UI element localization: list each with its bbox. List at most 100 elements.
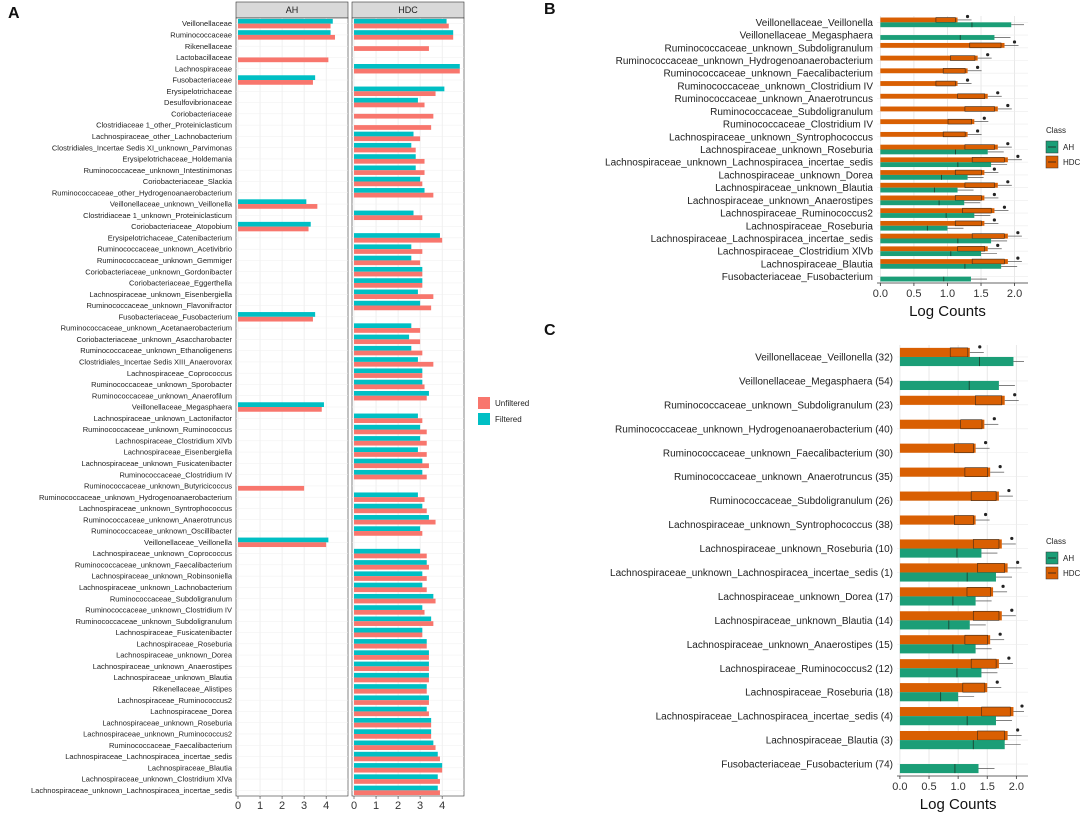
bar-unfiltered-hdc: [354, 395, 427, 401]
y-tick-label: Lachnospiraceae_unknown_Anaerostipes: [93, 662, 233, 671]
x-tick-label: 1: [257, 800, 263, 812]
y-tick-label: Clostridiaceae 1_unknown_Proteiniclastic…: [83, 211, 232, 220]
outlier-point: [995, 680, 999, 684]
bar-hdc: [880, 55, 978, 61]
bar-hdc: [899, 443, 976, 453]
bar-ah: [899, 548, 982, 558]
box-hdc: [964, 106, 995, 112]
bar-hdc: [880, 119, 975, 125]
bar-ah: [880, 276, 971, 282]
box-hdc: [981, 706, 1011, 717]
outlier-point: [1016, 256, 1020, 260]
bar-filtered-hdc: [354, 357, 418, 362]
bar-filtered-hdc: [354, 64, 460, 69]
y-tick-label: Ruminococcaceae_unknown_Acetanaerobacter…: [61, 324, 232, 333]
y-tick-label: Erysipelotrichaceae_Holdemania: [122, 155, 232, 164]
y-tick-label: Ruminococcaceae_unknown_Anaerotruncus: [83, 515, 232, 524]
outlier-point: [1013, 393, 1017, 397]
box-hdc: [964, 467, 988, 477]
bar-ah: [880, 162, 992, 168]
y-tick-label: Lachnospiraceae_Ruminococcus2: [720, 209, 873, 220]
y-tick-label: Erysipelotrichaceae_Catenibacterium: [108, 233, 232, 242]
y-tick-label: Fusobacteriaceae_Fusobacterium (74): [721, 760, 893, 771]
bar-filtered-hdc: [354, 774, 438, 780]
bar-hdc: [899, 563, 1008, 573]
outlier-point: [992, 167, 996, 171]
bar-hdc: [899, 587, 994, 597]
outlier-point: [1007, 488, 1011, 493]
bar-unfiltered-hdc: [354, 452, 427, 457]
legend-swatch-unfiltered: [478, 397, 490, 409]
bar-unfiltered-hdc: [354, 125, 432, 130]
bar-filtered-ah: [238, 30, 331, 35]
bar-ah: [899, 596, 976, 606]
y-tick-label: Lachnospiraceae_unknown_Syntrophococcus: [79, 504, 232, 513]
y-tick-label: Lachnospiraceae_Blautia: [148, 763, 233, 772]
x-tick-label: 0.5: [906, 288, 921, 300]
bar-filtered-hdc: [354, 560, 427, 565]
bar-unfiltered-hdc: [354, 34, 454, 40]
bar-filtered-hdc: [354, 526, 421, 532]
bar-filtered-hdc: [354, 650, 429, 656]
bar-unfiltered-ah: [238, 57, 329, 63]
bar-unfiltered-hdc: [354, 46, 429, 51]
bar-filtered-hdc: [354, 154, 416, 159]
bar-filtered-hdc: [354, 97, 418, 103]
bar-filtered-hdc: [354, 616, 432, 622]
bar-hdc: [899, 659, 999, 669]
bar-ah: [880, 263, 1002, 269]
bar-ah: [899, 692, 959, 702]
legend-label-hdc: HDC: [1063, 158, 1081, 167]
bar-unfiltered-hdc: [354, 767, 443, 773]
legend-label-ah: AH: [1063, 554, 1074, 563]
y-tick-label: Ruminococcaceae: [170, 31, 232, 40]
outlier-point: [1016, 231, 1020, 235]
bar-unfiltered-hdc: [354, 294, 434, 299]
bar-filtered-hdc: [354, 582, 423, 588]
bar-unfiltered-hdc: [354, 361, 434, 367]
y-tick-label: Coriobacteriaceae_unknown_Asaccharobacte…: [76, 335, 232, 344]
panel-a: AH 0 1 2 3 4 HDC 0 1 2 3 4 Veillonellaceae Ruminococc…: [31, 1, 529, 812]
y-tick-label: Lachnospiraceae_Roseburia (18): [745, 688, 893, 699]
y-tick-label: Ruminococcaceae_unknown_Acetivibrio: [97, 245, 232, 254]
bar-filtered-hdc: [354, 695, 429, 701]
y-tick-label: Ruminococcaceae_unknown_Ruminococcus: [83, 425, 232, 434]
legend-title: Class: [1046, 126, 1066, 135]
bar-ah: [880, 35, 995, 40]
box-hdc: [970, 491, 997, 501]
y-tick-label: Lachnospiraceae_unknown_Roseburia: [700, 145, 873, 156]
box-hdc: [954, 443, 974, 454]
bar-unfiltered-hdc: [354, 733, 432, 739]
legend-label-unfiltered: Unfiltered: [495, 399, 529, 408]
y-tick-label: Lachnospiraceae_unknown_Anaerostipes (15…: [687, 640, 893, 651]
y-tick-label: Ruminococcaceae_unknown_Gemmiger: [97, 256, 233, 265]
y-tick-label: Fusobacteriaceae_Fusobacterium: [722, 272, 873, 283]
box-hdc: [935, 80, 956, 87]
y-tick-label: Veillonellaceae_Megasphaera: [740, 31, 874, 42]
bar-unfiltered-ah: [238, 407, 322, 412]
y-tick-label: Lachnospiraceae_unknown_Coprococcus: [93, 549, 233, 558]
bar-filtered-hdc: [354, 469, 423, 475]
y-tick-label: Lachnospiraceae_unknown_Lactonifactor: [94, 414, 233, 423]
y-tick-label: Clostridiales_Incertae Sedis XIII_Anaero…: [79, 357, 232, 366]
bar-filtered-ah: [238, 18, 333, 24]
y-tick-label: Veillonellaceae: [182, 19, 232, 28]
bar-hdc: [880, 17, 958, 23]
y-tick-label: Lachnospiraceae_Blautia: [761, 259, 874, 270]
bar-unfiltered-hdc: [354, 237, 443, 243]
bar-hdc: [880, 131, 968, 137]
y-tick-label: Ruminococcaceae_other_Hydrogenoanaerobac…: [52, 188, 232, 197]
y-tick-label: Ruminococcaceae_unknown_Anaerotruncus: [675, 94, 873, 105]
bar-unfiltered-hdc: [354, 722, 432, 728]
bar-unfiltered-hdc: [354, 91, 436, 97]
bar-filtered-hdc: [354, 571, 423, 577]
bar-unfiltered-ah: [238, 316, 313, 322]
box-hdc: [954, 195, 982, 201]
bar-unfiltered-hdc: [354, 688, 427, 694]
bar-filtered-hdc: [354, 300, 421, 306]
bar-unfiltered-hdc: [354, 711, 429, 717]
outlier-point: [1001, 584, 1005, 588]
bar-filtered-hdc: [354, 785, 438, 791]
bar-filtered-hdc: [354, 334, 410, 340]
bar-filtered-hdc: [354, 672, 429, 678]
